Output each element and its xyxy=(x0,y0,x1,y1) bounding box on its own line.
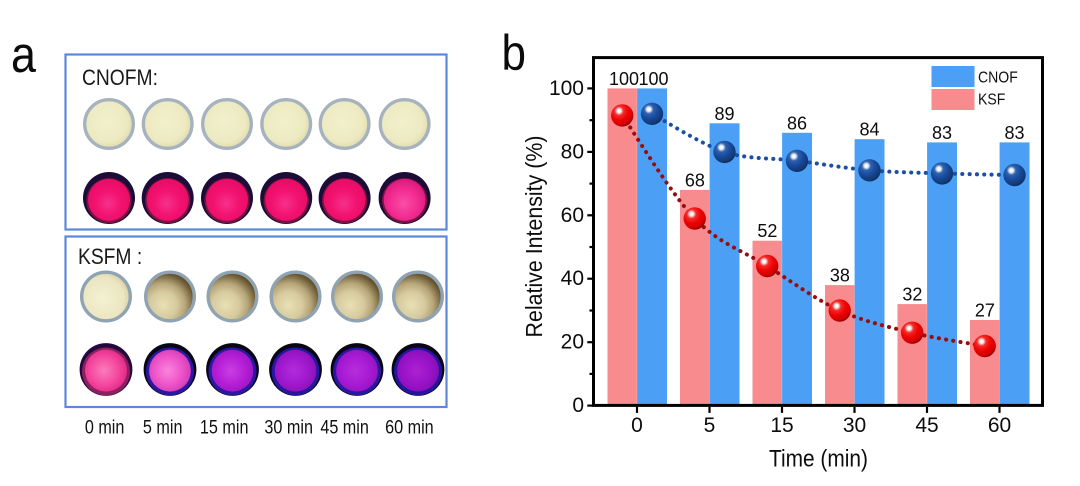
svg-text:5: 5 xyxy=(704,414,716,437)
svg-text:a: a xyxy=(11,27,36,83)
svg-text:30: 30 xyxy=(843,414,866,437)
svg-text:89: 89 xyxy=(714,104,734,124)
svg-text:68: 68 xyxy=(685,170,705,190)
svg-text:20: 20 xyxy=(561,331,584,354)
svg-text:Relative Intensity (%): Relative Intensity (%) xyxy=(521,136,547,338)
svg-text:60: 60 xyxy=(561,204,584,227)
svg-text:b: b xyxy=(502,24,526,80)
svg-text:0: 0 xyxy=(631,414,643,437)
svg-text:83: 83 xyxy=(1004,123,1024,143)
svg-text:KSF: KSF xyxy=(978,91,1005,109)
svg-text:100: 100 xyxy=(609,69,639,89)
svg-text:27: 27 xyxy=(975,301,995,321)
svg-text:5 min: 5 min xyxy=(143,416,183,438)
svg-text:15: 15 xyxy=(770,414,793,437)
svg-text:60: 60 xyxy=(988,414,1011,437)
svg-text:80: 80 xyxy=(561,140,584,163)
svg-text:86: 86 xyxy=(787,113,807,133)
svg-text:60 min: 60 min xyxy=(385,416,434,438)
svg-text:100: 100 xyxy=(549,77,584,100)
svg-text:100: 100 xyxy=(638,69,668,89)
svg-text:83: 83 xyxy=(932,123,952,143)
svg-text:32: 32 xyxy=(902,285,922,305)
svg-text:45 min: 45 min xyxy=(320,416,369,438)
svg-text:38: 38 xyxy=(830,266,850,286)
svg-text:CNOF: CNOF xyxy=(978,69,1018,87)
svg-text:40: 40 xyxy=(561,267,584,290)
svg-text:15 min: 15 min xyxy=(200,416,249,438)
svg-text:30 min: 30 min xyxy=(264,416,313,438)
svg-text:45: 45 xyxy=(915,414,938,437)
svg-text:Time (min): Time (min) xyxy=(769,445,868,472)
svg-text:CNOFM:: CNOFM: xyxy=(82,66,158,91)
svg-text:52: 52 xyxy=(757,221,777,241)
svg-text:84: 84 xyxy=(859,120,879,140)
svg-text:0: 0 xyxy=(572,394,584,417)
svg-text:0 min: 0 min xyxy=(85,416,125,438)
svg-text:KSFM :: KSFM : xyxy=(78,245,142,270)
